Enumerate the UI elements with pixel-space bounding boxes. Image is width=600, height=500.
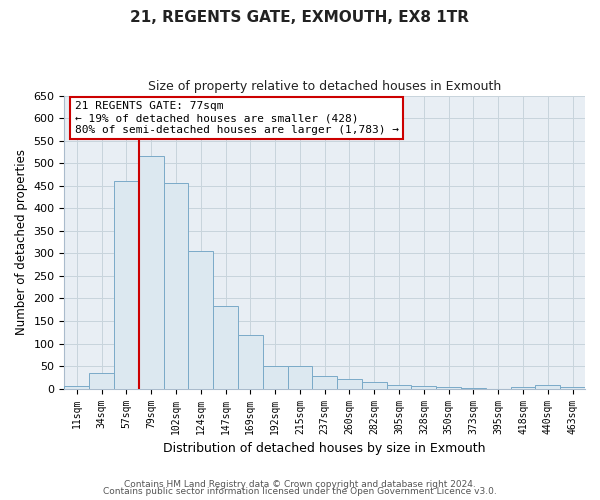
Bar xyxy=(287,366,313,388)
Bar xyxy=(188,251,213,388)
Text: Contains public sector information licensed under the Open Government Licence v3: Contains public sector information licen… xyxy=(103,487,497,496)
Text: Contains HM Land Registry data © Crown copyright and database right 2024.: Contains HM Land Registry data © Crown c… xyxy=(124,480,476,489)
Text: 21, REGENTS GATE, EXMOUTH, EX8 1TR: 21, REGENTS GATE, EXMOUTH, EX8 1TR xyxy=(131,10,470,25)
Bar xyxy=(213,306,238,388)
Bar xyxy=(337,379,362,388)
Bar xyxy=(362,382,386,388)
Y-axis label: Number of detached properties: Number of detached properties xyxy=(15,149,28,335)
Bar xyxy=(64,386,89,388)
Bar xyxy=(238,334,263,388)
Bar xyxy=(114,181,139,388)
Text: 21 REGENTS GATE: 77sqm
← 19% of detached houses are smaller (428)
80% of semi-de: 21 REGENTS GATE: 77sqm ← 19% of detached… xyxy=(75,102,399,134)
Bar xyxy=(313,376,337,388)
Bar xyxy=(535,385,560,388)
Bar xyxy=(386,385,412,388)
Bar xyxy=(164,184,188,388)
Bar xyxy=(412,386,436,388)
Bar xyxy=(139,156,164,388)
X-axis label: Distribution of detached houses by size in Exmouth: Distribution of detached houses by size … xyxy=(163,442,486,455)
Title: Size of property relative to detached houses in Exmouth: Size of property relative to detached ho… xyxy=(148,80,502,93)
Bar xyxy=(89,373,114,388)
Bar xyxy=(263,366,287,388)
